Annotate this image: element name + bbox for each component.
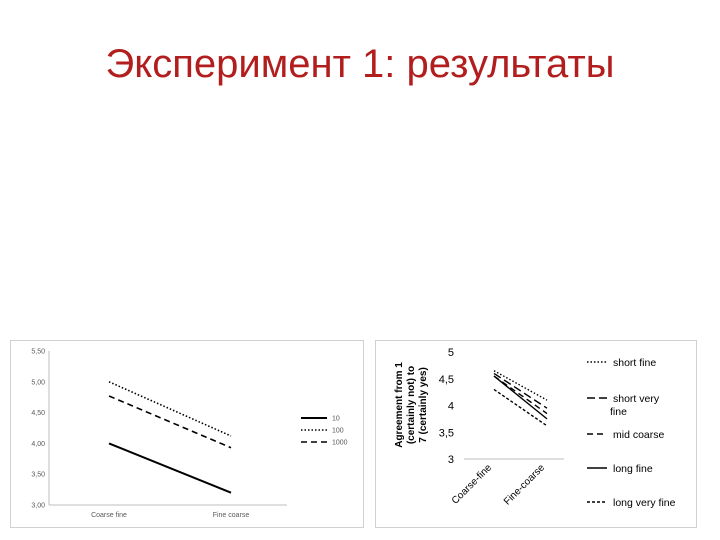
y-tick-label: 5,50 bbox=[31, 349, 45, 356]
series-line-10 bbox=[108, 442, 232, 494]
legend-label: 1000 bbox=[332, 440, 348, 447]
legend-label: short fine bbox=[613, 357, 656, 369]
chart-2: Agreement from 1(certainly not) to7 (cer… bbox=[394, 347, 676, 509]
series-line-short-very-fine bbox=[493, 372, 548, 409]
x-tick-label: Fine coarse bbox=[213, 512, 250, 519]
y-tick-label: 4 bbox=[448, 401, 454, 413]
y-tick-label: 5 bbox=[448, 347, 454, 359]
series-line-long-fine bbox=[493, 375, 548, 420]
x-tick-label: Coarse fine bbox=[91, 512, 127, 519]
legend-label: short very bbox=[613, 393, 660, 405]
y-tick-label: 4,5 bbox=[439, 374, 454, 386]
chart-panel-2: Agreement from 1(certainly not) to7 (cer… bbox=[375, 340, 697, 528]
chart-panel-1: 3,00 3,50 4,00 4,50 5,00 5,50 Coarse fine Fine … bbox=[10, 340, 364, 528]
y-tick-label: 5,00 bbox=[31, 379, 45, 386]
y-tick-label: 3,5 bbox=[439, 427, 454, 439]
chart-1: 3,00 3,50 4,00 4,50 5,00 5,50 Coarse fine Fine … bbox=[31, 349, 348, 520]
series-line-100 bbox=[108, 381, 232, 437]
legend-label: fine bbox=[610, 406, 627, 418]
y-tick-label: 3 bbox=[448, 454, 454, 466]
legend-label: 100 bbox=[332, 428, 344, 435]
series-line-1000 bbox=[108, 395, 232, 449]
legend-label: 10 bbox=[332, 416, 340, 423]
slide-title: Эксперимент 1: результаты bbox=[105, 42, 615, 86]
legend-label: long very fine bbox=[613, 497, 676, 509]
legend-label: long fine bbox=[613, 463, 653, 475]
x-tick-label: Fine-coarse bbox=[502, 462, 547, 507]
y-tick-label: 4,50 bbox=[31, 410, 45, 417]
y-tick-label: 4,00 bbox=[31, 441, 45, 448]
y-axis-title: Agreement from 1(certainly not) to7 (cer… bbox=[394, 362, 429, 448]
x-tick-label: Coarse-fine bbox=[450, 462, 495, 507]
series-line-long-very-fine bbox=[493, 388, 548, 427]
y-tick-label: 3,50 bbox=[31, 472, 45, 479]
legend-label: mid coarse bbox=[613, 429, 665, 441]
y-tick-label: 3,00 bbox=[31, 503, 45, 510]
